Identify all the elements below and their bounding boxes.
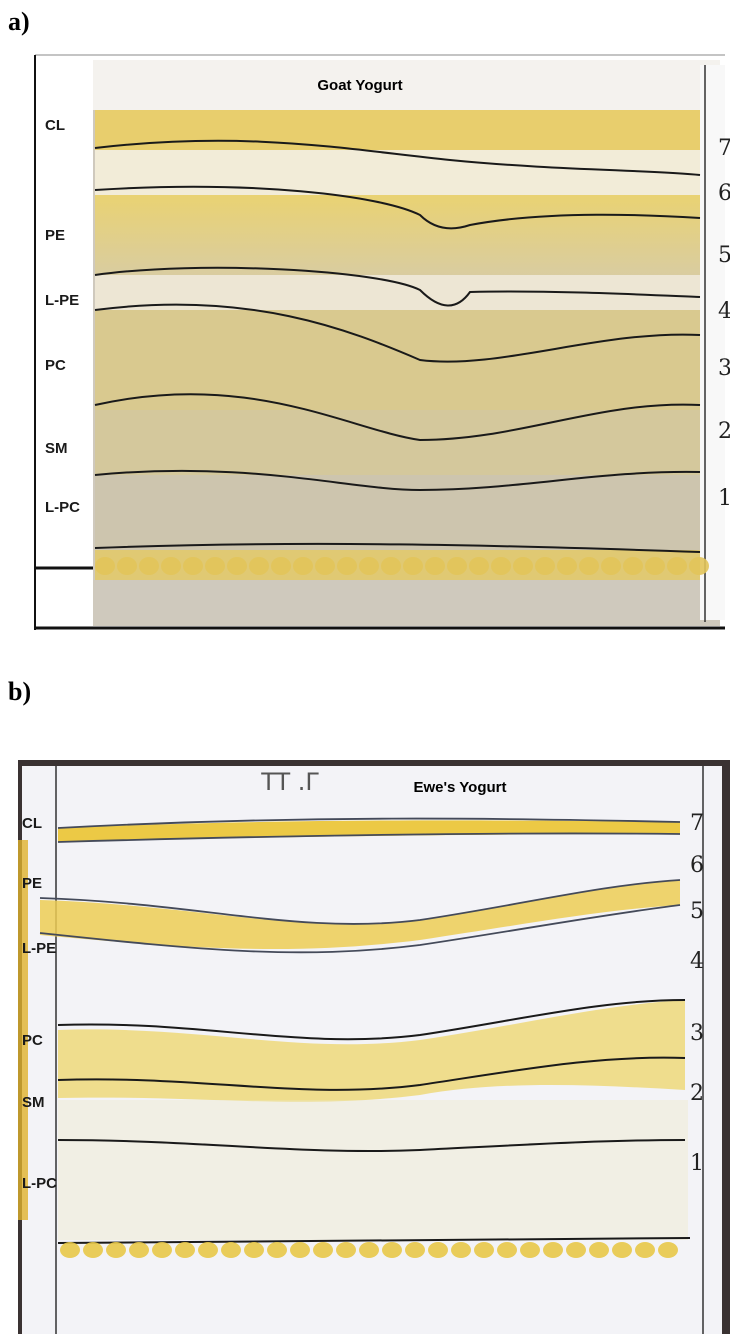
spot — [566, 1242, 586, 1258]
spot — [589, 1242, 609, 1258]
spot — [425, 557, 445, 575]
spot — [535, 557, 555, 575]
spot — [139, 557, 159, 575]
spot — [635, 1242, 655, 1258]
band-number: 6 — [690, 853, 704, 878]
spot — [227, 557, 247, 575]
band-number: 4 — [718, 299, 730, 324]
lipid-class-label: SM — [45, 440, 68, 457]
spot — [658, 1242, 678, 1258]
handwriting: TT .Γ — [260, 768, 319, 796]
spot — [497, 1242, 517, 1258]
spot — [205, 557, 225, 575]
spot — [474, 1242, 494, 1258]
spot — [381, 557, 401, 575]
lipid-class-label: PE — [22, 875, 42, 892]
spot — [623, 557, 643, 575]
spot — [337, 557, 357, 575]
spot — [359, 557, 379, 575]
plate-title: Goat Yogurt — [317, 77, 402, 94]
lipid-class-label: CL — [22, 815, 42, 832]
spot — [520, 1242, 540, 1258]
plate-title: Ewe's Yogurt — [413, 779, 506, 796]
band-number: 4 — [690, 949, 704, 974]
spot — [129, 1242, 149, 1258]
origin-spots — [60, 557, 709, 1258]
spot — [83, 1242, 103, 1258]
band-number: 2 — [718, 419, 730, 444]
spot — [198, 1242, 218, 1258]
band-number: 1 — [690, 1151, 704, 1176]
spot — [543, 1242, 563, 1258]
band-number: 3 — [690, 1021, 704, 1046]
spot — [293, 557, 313, 575]
spot — [513, 557, 533, 575]
spot — [447, 557, 467, 575]
spot — [645, 557, 665, 575]
lipid-class-label: L-PC — [45, 499, 80, 516]
spot — [244, 1242, 264, 1258]
band-number: 5 — [718, 243, 730, 268]
lipid-class-label: SM — [22, 1094, 45, 1111]
band-number: 1 — [718, 486, 730, 511]
spot — [315, 557, 335, 575]
lipid-class-label: L-PE — [45, 292, 79, 309]
spot — [117, 557, 137, 575]
spot — [382, 1242, 402, 1258]
spot — [469, 557, 489, 575]
spot — [221, 1242, 241, 1258]
spot — [60, 1242, 80, 1258]
lipid-class-label: PE — [45, 227, 65, 244]
spot — [161, 557, 181, 575]
spot — [183, 557, 203, 575]
spot — [267, 1242, 287, 1258]
band-number: 7 — [718, 136, 730, 161]
panel-label: b) — [8, 677, 31, 706]
band-number: 3 — [718, 356, 730, 381]
lipid-class-label: L-PE — [22, 940, 56, 957]
spot — [290, 1242, 310, 1258]
lipid-class-label: L-PC — [22, 1175, 57, 1192]
spot — [403, 557, 423, 575]
spot — [359, 1242, 379, 1258]
spot — [557, 557, 577, 575]
spot — [667, 557, 687, 575]
band-number: 5 — [690, 899, 704, 924]
plate-a — [34, 54, 725, 630]
panel-label: a) — [8, 7, 30, 36]
spot — [612, 1242, 632, 1258]
spot — [271, 557, 291, 575]
band-number: 2 — [690, 1081, 704, 1106]
spot — [491, 557, 511, 575]
spot — [428, 1242, 448, 1258]
band-number: 7 — [690, 811, 704, 836]
spot — [106, 1242, 126, 1258]
spot — [249, 557, 269, 575]
spot — [405, 1242, 425, 1258]
lipid-class-label: PC — [45, 357, 66, 374]
spot — [313, 1242, 333, 1258]
plate-b — [18, 760, 730, 1334]
spot — [601, 557, 621, 575]
spot — [336, 1242, 356, 1258]
band-number: 6 — [718, 181, 730, 206]
spot — [152, 1242, 172, 1258]
spot — [175, 1242, 195, 1258]
lipid-class-label: PC — [22, 1032, 43, 1049]
spot — [451, 1242, 471, 1258]
spot — [95, 557, 115, 575]
spot — [579, 557, 599, 575]
lipid-class-label: CL — [45, 117, 65, 134]
spot — [689, 557, 709, 575]
